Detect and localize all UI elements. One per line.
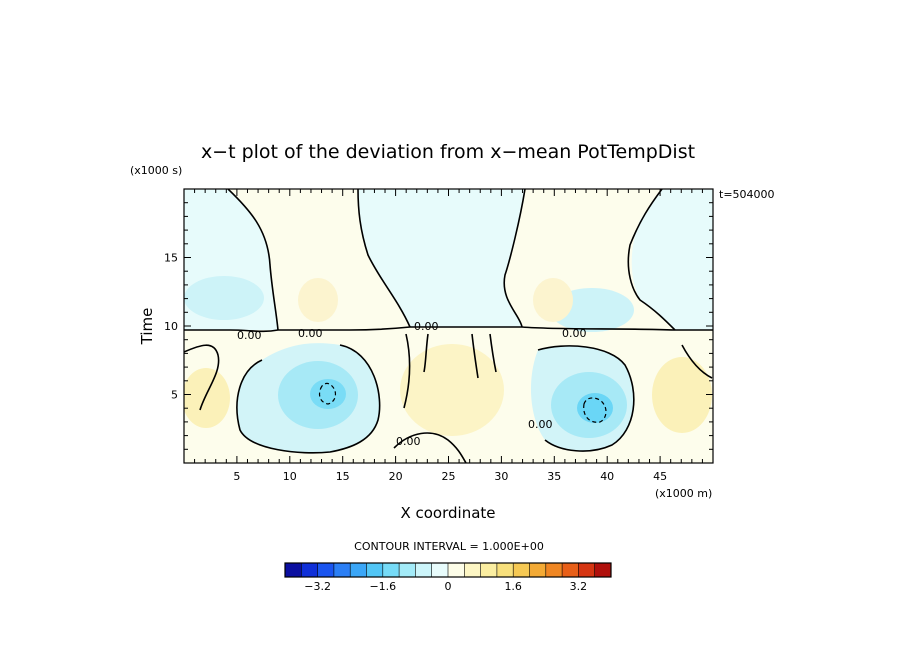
contour-zero-bottom: [393, 432, 467, 463]
y-tick-label: 10: [164, 320, 178, 333]
colorbar-swatch: [496, 563, 514, 577]
contour-lines: [184, 189, 713, 463]
x-axis-unit: (x1000 m): [655, 487, 712, 500]
x-tick-label: 35: [547, 470, 561, 483]
time-stamp: t=504000: [719, 188, 775, 201]
region-upper-center: [358, 189, 525, 327]
region-warm-right: [652, 357, 712, 433]
heatmap-field: [184, 189, 713, 463]
colorbar-swatch: [415, 563, 433, 577]
colorbar-tick-label: −1.6: [369, 580, 396, 593]
colorbar-swatch: [562, 563, 579, 577]
contour-interval-label: CONTOUR INTERVAL = 1.000E+00: [354, 540, 544, 553]
contour-label: 0.00: [396, 435, 421, 448]
x-tick-label: 25: [442, 470, 456, 483]
colorbar-swatch: [448, 563, 465, 577]
colorbar-swatch: [594, 563, 612, 577]
x-axis: 5 10 15 20 25 30 35 40 45: [194, 189, 703, 483]
colorbar-swatch: [333, 563, 351, 577]
x-tick-label: 15: [336, 470, 350, 483]
colorbar-tick-label: 1.6: [504, 580, 522, 593]
contour-negative-right: [583, 397, 607, 423]
contour-filament-2: [423, 333, 429, 373]
colorbar-swatch: [545, 563, 563, 577]
colorbar-swatch: [431, 563, 449, 577]
region-warm-center: [400, 344, 504, 436]
region-warm-upper-left: [298, 278, 338, 322]
y-axis-unit: (x1000 s): [130, 164, 182, 177]
contour-zero-lower-right: [537, 345, 635, 452]
colorbar-tick-label: 3.2: [570, 580, 588, 593]
x-tick-label: 40: [600, 470, 614, 483]
y-axis-label: Time: [138, 308, 156, 346]
contour-label: 0.00: [562, 327, 587, 340]
colorbar-swatch: [382, 563, 400, 577]
region-warm-left: [184, 368, 230, 428]
y-axis: 5 10 15: [164, 202, 713, 450]
chart-title: x−t plot of the deviation from x−mean Po…: [201, 141, 695, 163]
x-tick-label: 45: [653, 470, 667, 483]
contour-label: 0.00: [237, 329, 262, 342]
x-tick-label: 5: [233, 470, 240, 483]
contour-negative-left: [318, 382, 337, 405]
contour-label: 0.00: [298, 327, 323, 340]
contour-filament-3: [471, 333, 479, 379]
colorbar-tick-label: 0: [445, 580, 452, 593]
contour-zero-left-edge: [184, 344, 220, 411]
contour-filament-4: [489, 333, 497, 373]
contour-filament-1: [403, 333, 411, 409]
contour-zero-upper-right: [627, 189, 676, 331]
colorbar-swatch: [578, 563, 596, 577]
x-tick-label: 30: [494, 470, 508, 483]
colorbar-swatch: [529, 563, 547, 577]
contour-zero-right-edge: [681, 344, 713, 379]
contour-zero-upper-mid-left: [357, 189, 411, 328]
y-tick-label: 5: [171, 389, 178, 402]
colorbar-swatch: [480, 563, 498, 577]
colorbar-tick-label: −3.2: [304, 580, 331, 593]
colorbar-swatch: [464, 563, 481, 577]
colorbar-swatch: [301, 563, 318, 577]
region-upper-right: [631, 189, 713, 330]
contour-zero-lower-left: [236, 344, 381, 454]
x-tick-label: 20: [389, 470, 403, 483]
colorbar-swatch: [350, 563, 367, 577]
x-axis-label: X coordinate: [400, 504, 495, 522]
contour-zero-upper-left: [227, 189, 279, 331]
y-tick-label: 15: [164, 252, 178, 265]
colorbar-swatch: [285, 563, 302, 577]
colorbar-frame: [284, 562, 612, 578]
x-tick-label: 10: [283, 470, 297, 483]
contour-labels: 0.00 0.00 0.00 0.00 0.00 0.00: [237, 320, 587, 448]
region-warm-upper-right: [533, 278, 573, 322]
contour-label: 0.00: [414, 320, 439, 333]
colorbar-swatch: [513, 563, 530, 577]
region-upper-left-cool: [184, 276, 264, 320]
contour-label: 0.00: [528, 418, 553, 431]
contour-zero-transition: [184, 326, 713, 333]
colorbar-swatch: [399, 563, 416, 577]
colorbar-swatch: [366, 563, 384, 577]
contour-zero-upper-mid-right: [503, 189, 526, 328]
colorbar-swatch: [317, 563, 335, 577]
region-lower-right-core: [577, 393, 613, 423]
region-lower-left-core: [310, 379, 346, 409]
colorbar: −3.2 −1.6 0 1.6 3.2: [284, 562, 612, 593]
